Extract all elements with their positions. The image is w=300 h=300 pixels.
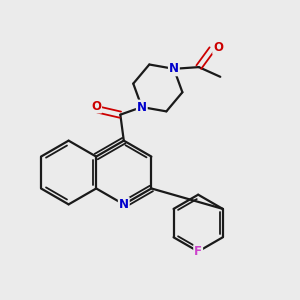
Text: O: O <box>213 41 223 54</box>
Text: F: F <box>194 245 202 258</box>
Text: N: N <box>119 198 129 211</box>
Text: O: O <box>91 100 101 112</box>
Text: N: N <box>169 62 179 75</box>
Text: N: N <box>137 100 147 113</box>
